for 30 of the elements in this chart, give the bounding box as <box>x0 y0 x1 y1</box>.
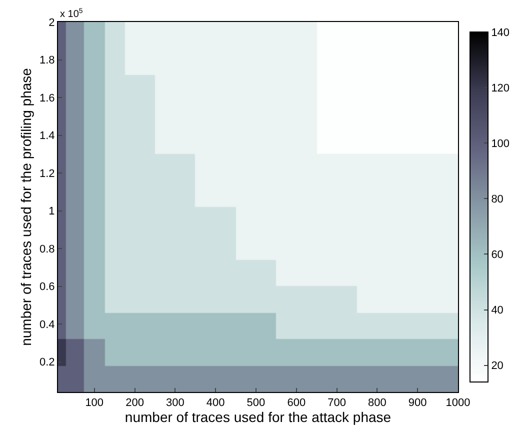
y-tick-label: 0.8 <box>40 243 55 256</box>
color-bar-label: 120 <box>491 82 510 94</box>
color-bar-label: 40 <box>491 304 504 317</box>
x-tick-label: 200 <box>126 397 144 410</box>
x-tick-label: 400 <box>206 397 225 410</box>
x-tick-label: 300 <box>166 397 184 410</box>
color-bar-label: 60 <box>491 249 504 262</box>
x-axis-title: number of traces used for the attack phase <box>124 409 392 426</box>
color-bar-label: 80 <box>491 194 504 206</box>
y-tick-label: 0.4 <box>40 318 55 331</box>
y-tick-label: 2 <box>48 16 55 29</box>
x-tick-label: 1000 <box>446 397 470 410</box>
y-tick-label: 0.2 <box>40 356 55 369</box>
x-tick-label: 800 <box>368 397 386 410</box>
y-axis-title: number of traces used for the profiling phase <box>18 68 34 346</box>
color-bar-label: 20 <box>491 360 504 372</box>
x-tick-label: 500 <box>246 397 266 410</box>
y-tick-label: 1.4 <box>40 130 55 142</box>
text: x 10$^{5}$ <box>60 8 83 20</box>
x-tick-label: 700 <box>328 397 346 410</box>
color-bar-label: 100 <box>491 138 510 150</box>
color-bar-label: 140 <box>491 26 510 39</box>
x-tick-label: 900 <box>408 397 427 410</box>
y-tick-label: 1 <box>48 206 55 218</box>
x-tick-label: 100 <box>85 397 104 410</box>
y-tick-label: 0.6 <box>40 281 55 294</box>
y-tick-label: 1.6 <box>40 92 55 104</box>
y-tick-label: 1.8 <box>40 54 55 67</box>
x-tick-label: 600 <box>287 397 306 410</box>
y-tick-label: 1.2 <box>40 168 55 180</box>
